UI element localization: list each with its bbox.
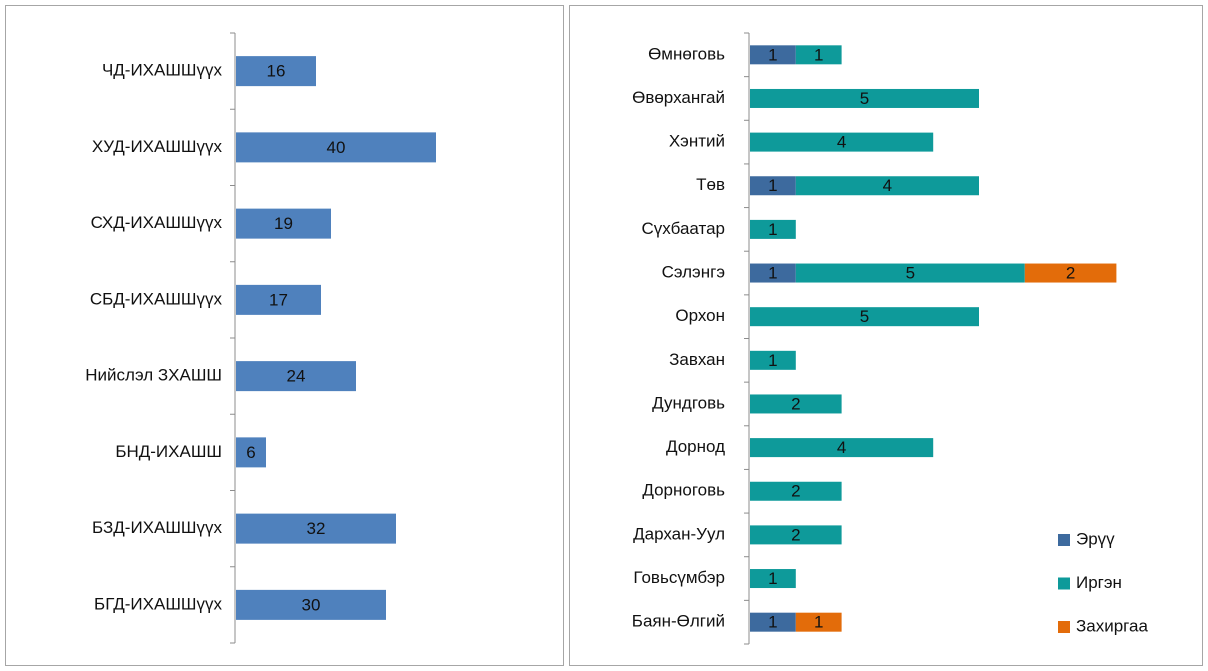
legend-swatch xyxy=(1058,577,1070,590)
data-label: 4 xyxy=(883,176,892,195)
bar xyxy=(795,612,842,632)
data-label: 1 xyxy=(768,176,777,195)
data-label: 4 xyxy=(837,438,846,457)
legend-label: Иргэн xyxy=(1076,573,1122,592)
category-label: Нийслэл ЗХАШШ xyxy=(85,366,222,385)
category-label: СХД-ИХАШШүүх xyxy=(91,213,223,232)
legend-label: Эрүү xyxy=(1076,529,1115,548)
data-label: 1 xyxy=(768,613,777,632)
data-label: 17 xyxy=(269,290,288,309)
data-label: 2 xyxy=(791,394,800,413)
bar xyxy=(750,132,934,152)
data-label: 1 xyxy=(768,45,777,64)
left-panel xyxy=(5,5,564,666)
bar xyxy=(750,263,796,283)
category-label: Дархан-Уул xyxy=(633,524,725,543)
data-label: 1 xyxy=(768,569,777,588)
data-label: 16 xyxy=(267,62,286,81)
bar xyxy=(750,438,934,458)
category-label: БНД-ИХАШШ xyxy=(115,442,222,461)
data-label: 1 xyxy=(768,351,777,370)
bar xyxy=(750,612,796,632)
legend-label: Захиргаа xyxy=(1076,616,1148,635)
category-label: Говьсүмбэр xyxy=(633,568,725,587)
category-label: Төв xyxy=(696,175,725,194)
bar xyxy=(750,481,842,501)
category-label: Орхон xyxy=(675,306,725,325)
data-label: 19 xyxy=(274,214,293,233)
bar xyxy=(750,176,796,196)
data-label: 1 xyxy=(814,613,823,632)
bar xyxy=(236,208,331,239)
data-label: 5 xyxy=(860,307,869,326)
data-label: 32 xyxy=(307,519,326,538)
category-label: Завхан xyxy=(669,350,725,369)
category-label: Баян-Өлгий xyxy=(632,612,725,631)
bar xyxy=(236,132,436,163)
category-label: ХУД-ИХАШШүүх xyxy=(92,137,223,156)
category-label: Сүхбаатар xyxy=(642,219,725,238)
data-label: 1 xyxy=(814,45,823,64)
bar xyxy=(236,284,321,315)
bar xyxy=(750,569,796,589)
bar xyxy=(795,263,1025,283)
data-label: 30 xyxy=(302,595,321,614)
data-label: 2 xyxy=(1066,264,1075,283)
data-label: 5 xyxy=(906,264,915,283)
bar xyxy=(750,88,979,108)
bar xyxy=(1024,263,1117,283)
bar xyxy=(750,307,979,327)
bar xyxy=(750,525,842,545)
bar xyxy=(750,45,796,65)
bar xyxy=(795,45,842,65)
data-label: 2 xyxy=(791,482,800,501)
data-label: 1 xyxy=(768,264,777,283)
bar xyxy=(236,513,396,544)
bar xyxy=(236,589,386,620)
category-label: Өмнөговь xyxy=(648,44,725,63)
category-label: Өвөрхангай xyxy=(632,88,725,107)
category-label: Дорноговь xyxy=(642,481,725,500)
category-label: Дундговь xyxy=(652,393,725,412)
bar xyxy=(236,437,266,468)
legend-swatch xyxy=(1058,534,1070,546)
bar xyxy=(750,394,842,414)
category-label: ЧД-ИХАШШүүх xyxy=(102,61,223,80)
category-label: БЗД-ИХАШШүүх xyxy=(92,518,222,537)
bar xyxy=(236,56,316,87)
right-panel xyxy=(569,5,1203,666)
category-label: Хэнтий xyxy=(669,132,725,151)
data-label: 1 xyxy=(768,220,777,239)
data-label: 40 xyxy=(327,138,346,157)
data-label: 6 xyxy=(246,443,255,462)
bar xyxy=(236,361,356,392)
category-label: СБД-ИХАШШүүх xyxy=(90,289,223,308)
bar xyxy=(750,219,796,239)
category-label: Сэлэнгэ xyxy=(662,263,725,282)
data-label: 4 xyxy=(837,133,846,152)
bar xyxy=(795,176,979,196)
legend-swatch xyxy=(1058,621,1070,633)
data-label: 24 xyxy=(287,367,306,386)
category-label: Дорнод xyxy=(666,437,725,456)
category-label: БГД-ИХАШШүүх xyxy=(94,594,222,613)
bar xyxy=(750,350,796,370)
data-label: 5 xyxy=(860,89,869,108)
data-label: 2 xyxy=(791,525,800,544)
